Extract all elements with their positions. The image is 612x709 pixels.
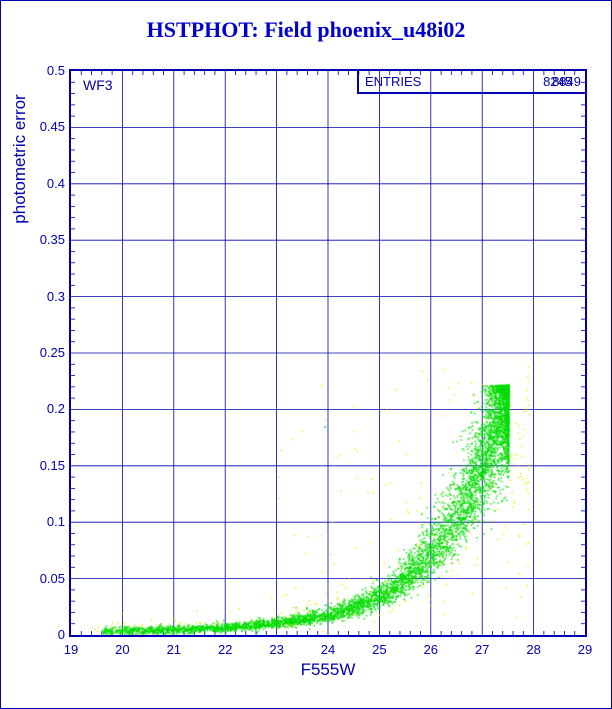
y-tick-label: 0.5: [46, 63, 65, 78]
x-tick-label: 28: [526, 642, 541, 657]
scatter-points-canvas: [71, 71, 585, 635]
plot-area: [69, 69, 587, 637]
y-axis-label: photometric error: [10, 94, 29, 224]
x-tick-label: 29: [577, 642, 593, 657]
x-axis-label: F555W: [300, 660, 356, 679]
x-tick-label: 21: [166, 642, 182, 657]
y-tick-label: 0.05: [39, 570, 65, 586]
y-tick-label: 0.25: [39, 345, 65, 360]
x-tick-label: 23: [269, 642, 284, 657]
entries-value-1: 8849: [552, 74, 581, 89]
entries-label: ENTRIES: [365, 74, 422, 89]
x-tick-label: 19: [63, 642, 79, 657]
chip-label: WF3: [83, 77, 113, 93]
y-tick-label: 0.15: [39, 457, 65, 473]
y-tick-label: 0.2: [46, 401, 65, 417]
y-tick-label: 0: [57, 627, 65, 642]
x-tick-label: 20: [115, 642, 130, 657]
y-tick-label: 0.45: [39, 119, 65, 135]
y-tick-label: 0.1: [46, 514, 65, 530]
entries-box: ENTRIES 8849 8245: [357, 69, 587, 94]
x-tick-label: 26: [423, 642, 439, 657]
page-title: HSTPHOT: Field phoenix_u48i02: [146, 17, 466, 42]
entries-value-2: 8245: [543, 74, 572, 89]
y-tick-label: 0.3: [46, 288, 65, 304]
y-tick-label: 0.35: [39, 232, 65, 248]
y-tick-label: 0.4: [46, 175, 65, 191]
x-tick-label: 25: [372, 642, 387, 657]
x-tick-label: 24: [320, 642, 336, 657]
x-tick-label: 27: [474, 642, 490, 657]
x-tick-label: 22: [217, 642, 233, 657]
